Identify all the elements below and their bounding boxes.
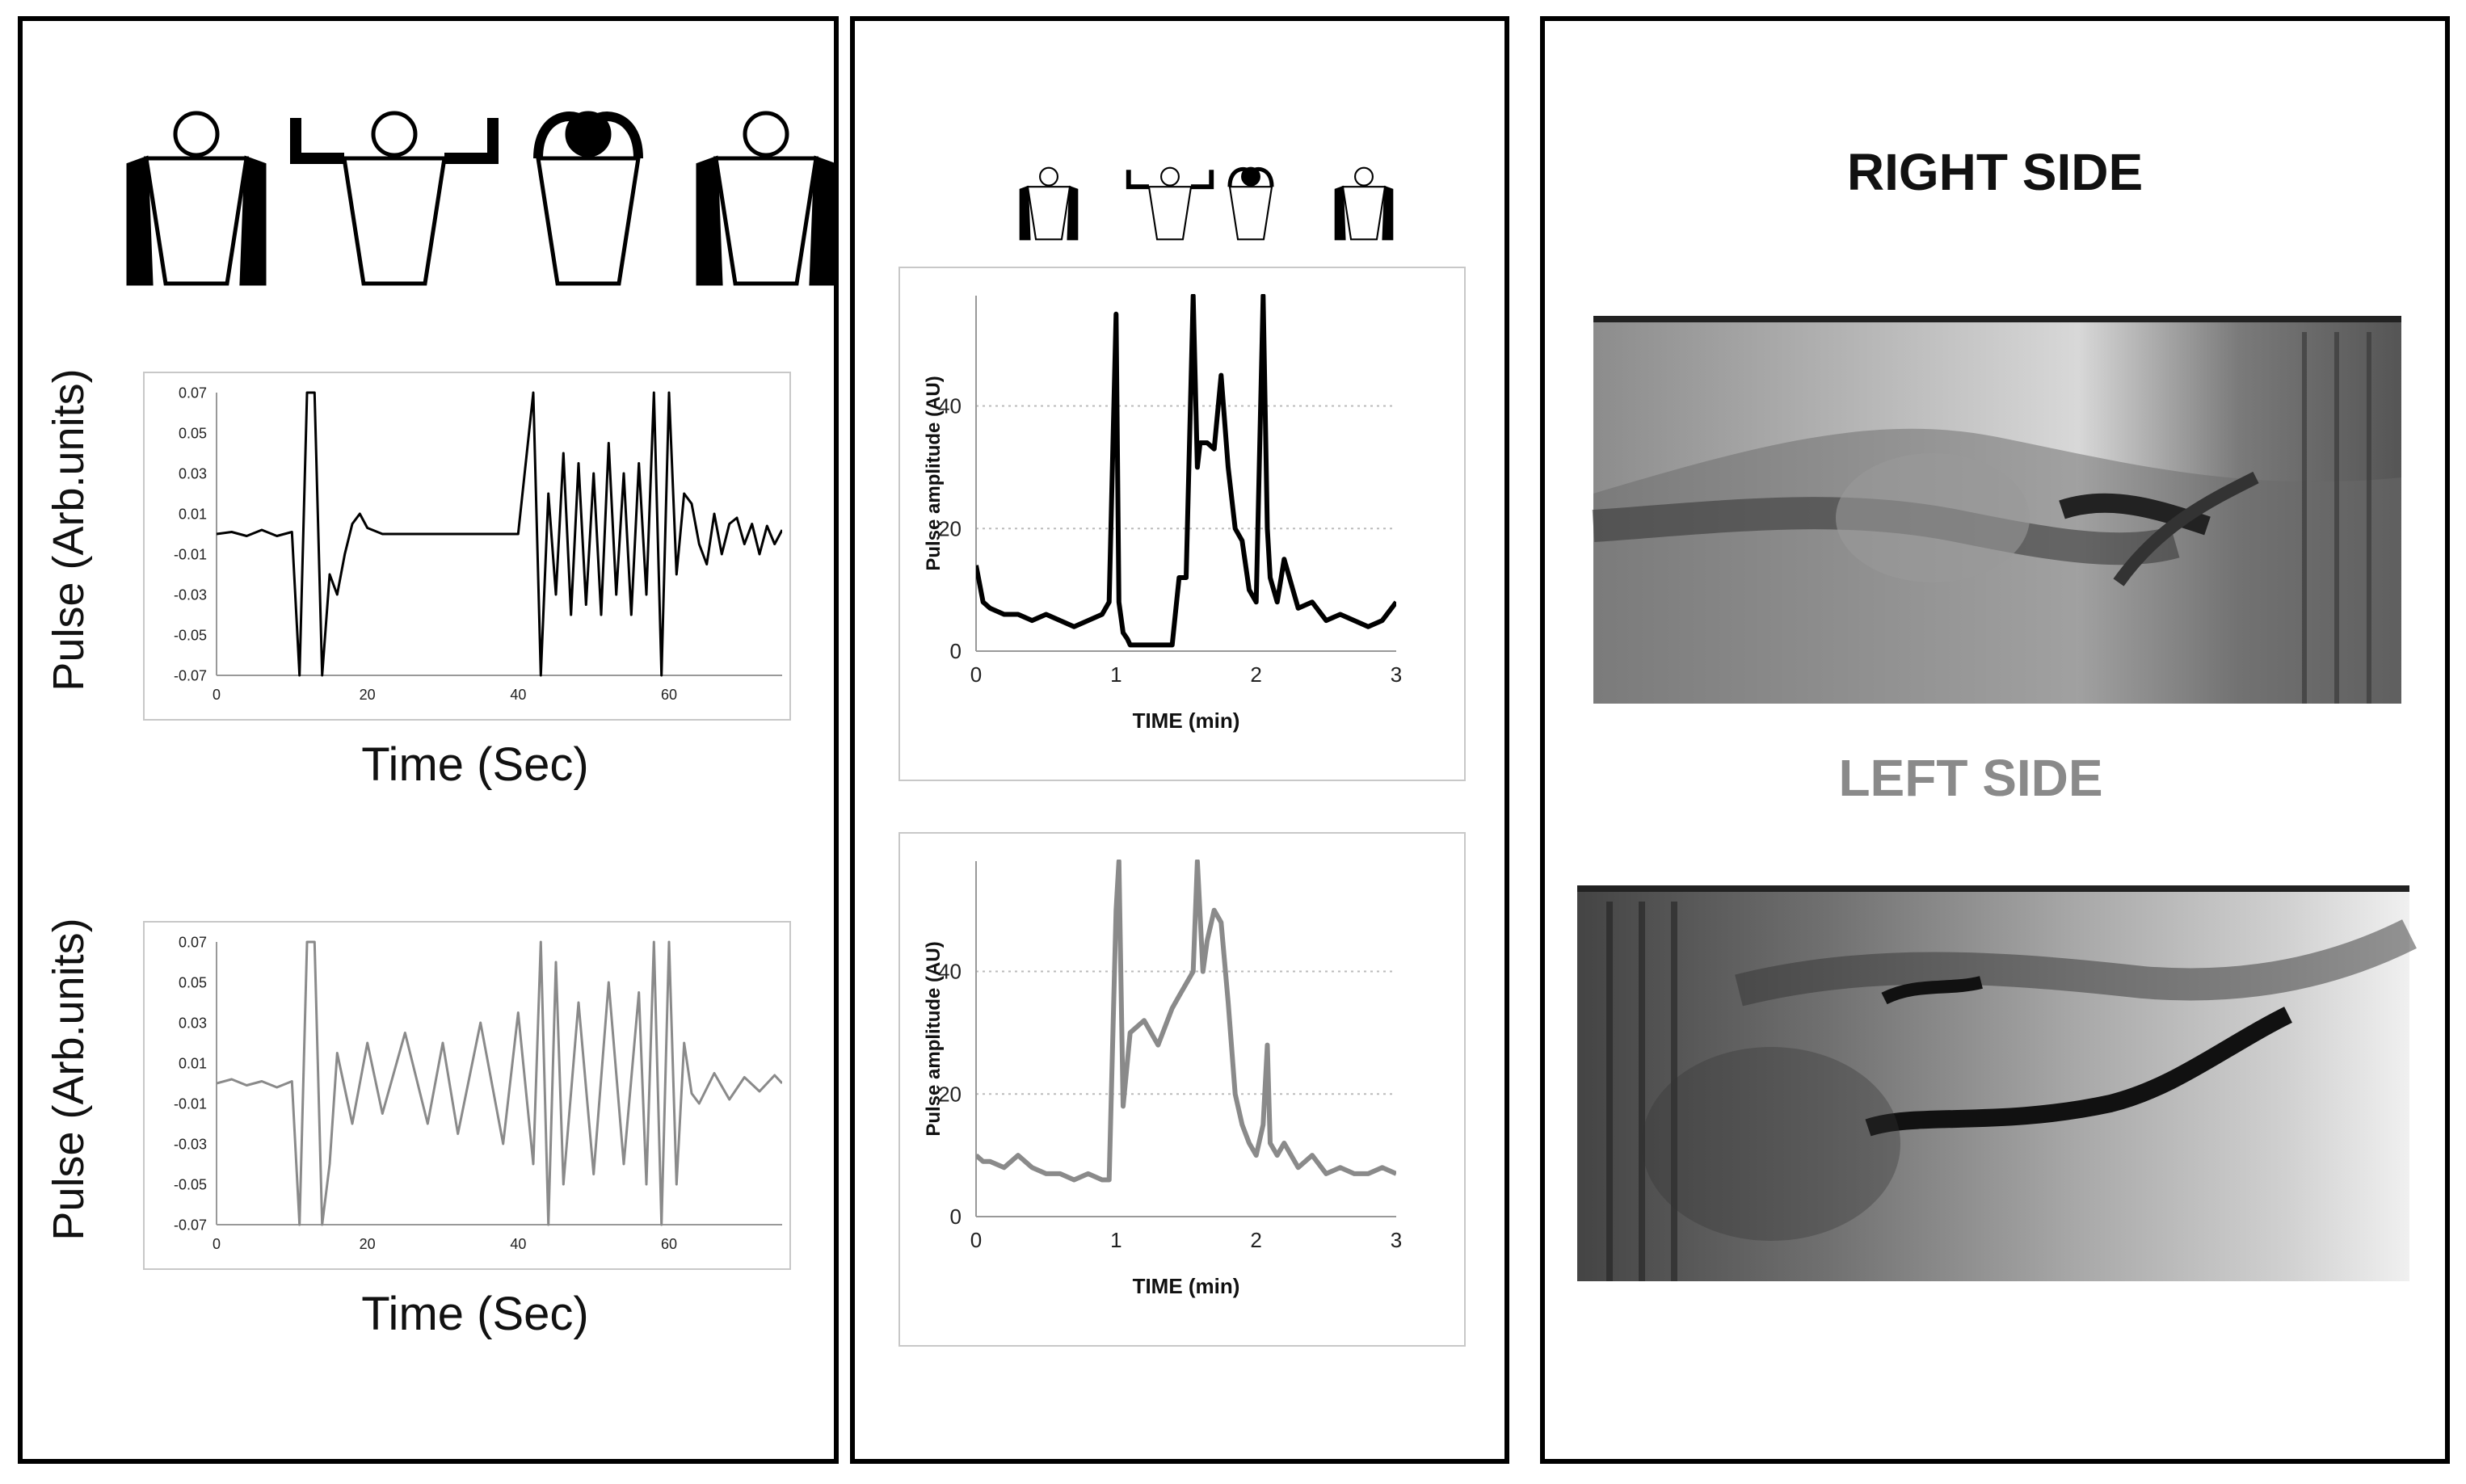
chart-amplitude-right: 0 20 40 0 1 2 3 TIME (min) Pulse amplitude (AU)	[898, 267, 1466, 781]
x-axis-label: Time (Sec)	[361, 738, 588, 791]
y-tick-label: 20	[938, 1082, 962, 1106]
x-tick-label: 0	[213, 687, 221, 703]
chart-frame	[898, 832, 1466, 1347]
y-tick-label: -0.05	[174, 1176, 207, 1192]
y-tick-label: -0.03	[174, 1136, 207, 1152]
x-tick-label: 3	[1391, 1228, 1402, 1252]
x-tick-label: 1	[1110, 662, 1121, 687]
series-line	[976, 860, 1396, 1183]
series-line	[217, 940, 782, 1226]
left-side-title: LEFT SIDE	[1838, 749, 2103, 807]
y-tick-label: 0.07	[179, 934, 207, 950]
x-tick-label: 2	[1250, 662, 1261, 687]
x-tick-label: 3	[1391, 662, 1402, 687]
xray-left-side	[1577, 885, 2417, 1281]
y-tick-label: 0.05	[179, 974, 207, 990]
y-tick-label: 0.07	[179, 385, 207, 401]
middle-panel: 0 20 40 0 1 2 3 TIME (min) Pulse amplitude (AU) …	[850, 16, 1509, 1464]
chart-frame	[898, 267, 1466, 781]
x-tick-label: 60	[661, 687, 677, 703]
y-axis-label: Pulse (Arb.units)	[44, 918, 93, 1240]
posture-arms-down-icon	[1019, 166, 1079, 241]
y-tick-label: 20	[938, 516, 962, 540]
y-tick-label: 40	[938, 960, 962, 984]
y-tick-label: 0.01	[179, 506, 207, 522]
x-tick-label: 0	[213, 1236, 221, 1252]
y-tick-label: 0	[950, 639, 962, 663]
chart-amplitude-left: 0 20 40 0 1 2 3 TIME (min) Pulse amplitude (AU)	[898, 832, 1466, 1347]
y-tick-label: 0	[950, 1204, 962, 1229]
right-panel: RIGHT SIDE LEFT SIDE	[1540, 16, 2450, 1464]
y-tick-label: -0.01	[174, 546, 207, 562]
y-tick-label: 0.03	[179, 1015, 207, 1031]
posture-hands-on-head-icon	[1227, 166, 1274, 241]
x-tick-label: 60	[661, 1236, 677, 1252]
y-tick-label: 0.05	[179, 425, 207, 441]
x-tick-label: 0	[970, 662, 982, 687]
x-tick-label: 1	[1110, 1228, 1121, 1252]
y-tick-label: -0.05	[174, 627, 207, 643]
x-axis-label: TIME (min)	[1133, 708, 1240, 733]
chart-pulse-right: 0.07 0.05 0.03 0.01 -0.01 -0.03 -0.05 -0.07 0 20 4…	[44, 368, 791, 791]
y-axis-label: Pulse amplitude (AU)	[923, 376, 945, 570]
chart-pulse-left: 0.07 0.05 0.03 0.01 -0.01 -0.03 -0.05 -0.07 0 20 4…	[44, 918, 791, 1340]
posture-arms-up-icon	[290, 111, 499, 286]
x-tick-label: 20	[360, 1236, 376, 1252]
x-axis-label: TIME (min)	[1133, 1274, 1240, 1298]
y-tick-label: 40	[938, 394, 962, 418]
y-tick-label: -0.07	[174, 1217, 207, 1233]
series-line	[217, 391, 782, 677]
posture-arms-up-icon	[1126, 166, 1214, 241]
x-tick-label: 40	[510, 687, 526, 703]
y-tick-label: -0.01	[174, 1095, 207, 1112]
posture-icons-small	[1019, 166, 1394, 241]
xray-right-side	[1592, 316, 2401, 704]
y-tick-label: -0.07	[174, 667, 207, 683]
y-tick-label: 0.01	[179, 1055, 207, 1071]
posture-arms-down-icon	[696, 111, 836, 286]
x-tick-label: 2	[1250, 1228, 1261, 1252]
posture-icons	[126, 111, 836, 286]
x-tick-label: 0	[970, 1228, 982, 1252]
y-tick-label: -0.03	[174, 586, 207, 603]
chart-frame	[143, 372, 791, 721]
y-tick-label: 0.03	[179, 465, 207, 481]
posture-arms-down-icon	[126, 111, 267, 286]
x-axis-label: Time (Sec)	[361, 1288, 588, 1340]
x-tick-label: 40	[510, 1236, 526, 1252]
posture-arms-down-icon	[1334, 166, 1394, 241]
left-panel: 0.07 0.05 0.03 0.01 -0.01 -0.03 -0.05 -0.07 0 20 4…	[18, 16, 839, 1464]
x-tick-label: 20	[360, 687, 376, 703]
posture-hands-on-head-icon	[533, 111, 643, 286]
y-axis-label: Pulse (Arb.units)	[44, 368, 93, 691]
right-side-title: RIGHT SIDE	[1846, 143, 2144, 201]
series-line	[976, 294, 1396, 648]
y-axis-label: Pulse amplitude (AU)	[923, 941, 945, 1136]
